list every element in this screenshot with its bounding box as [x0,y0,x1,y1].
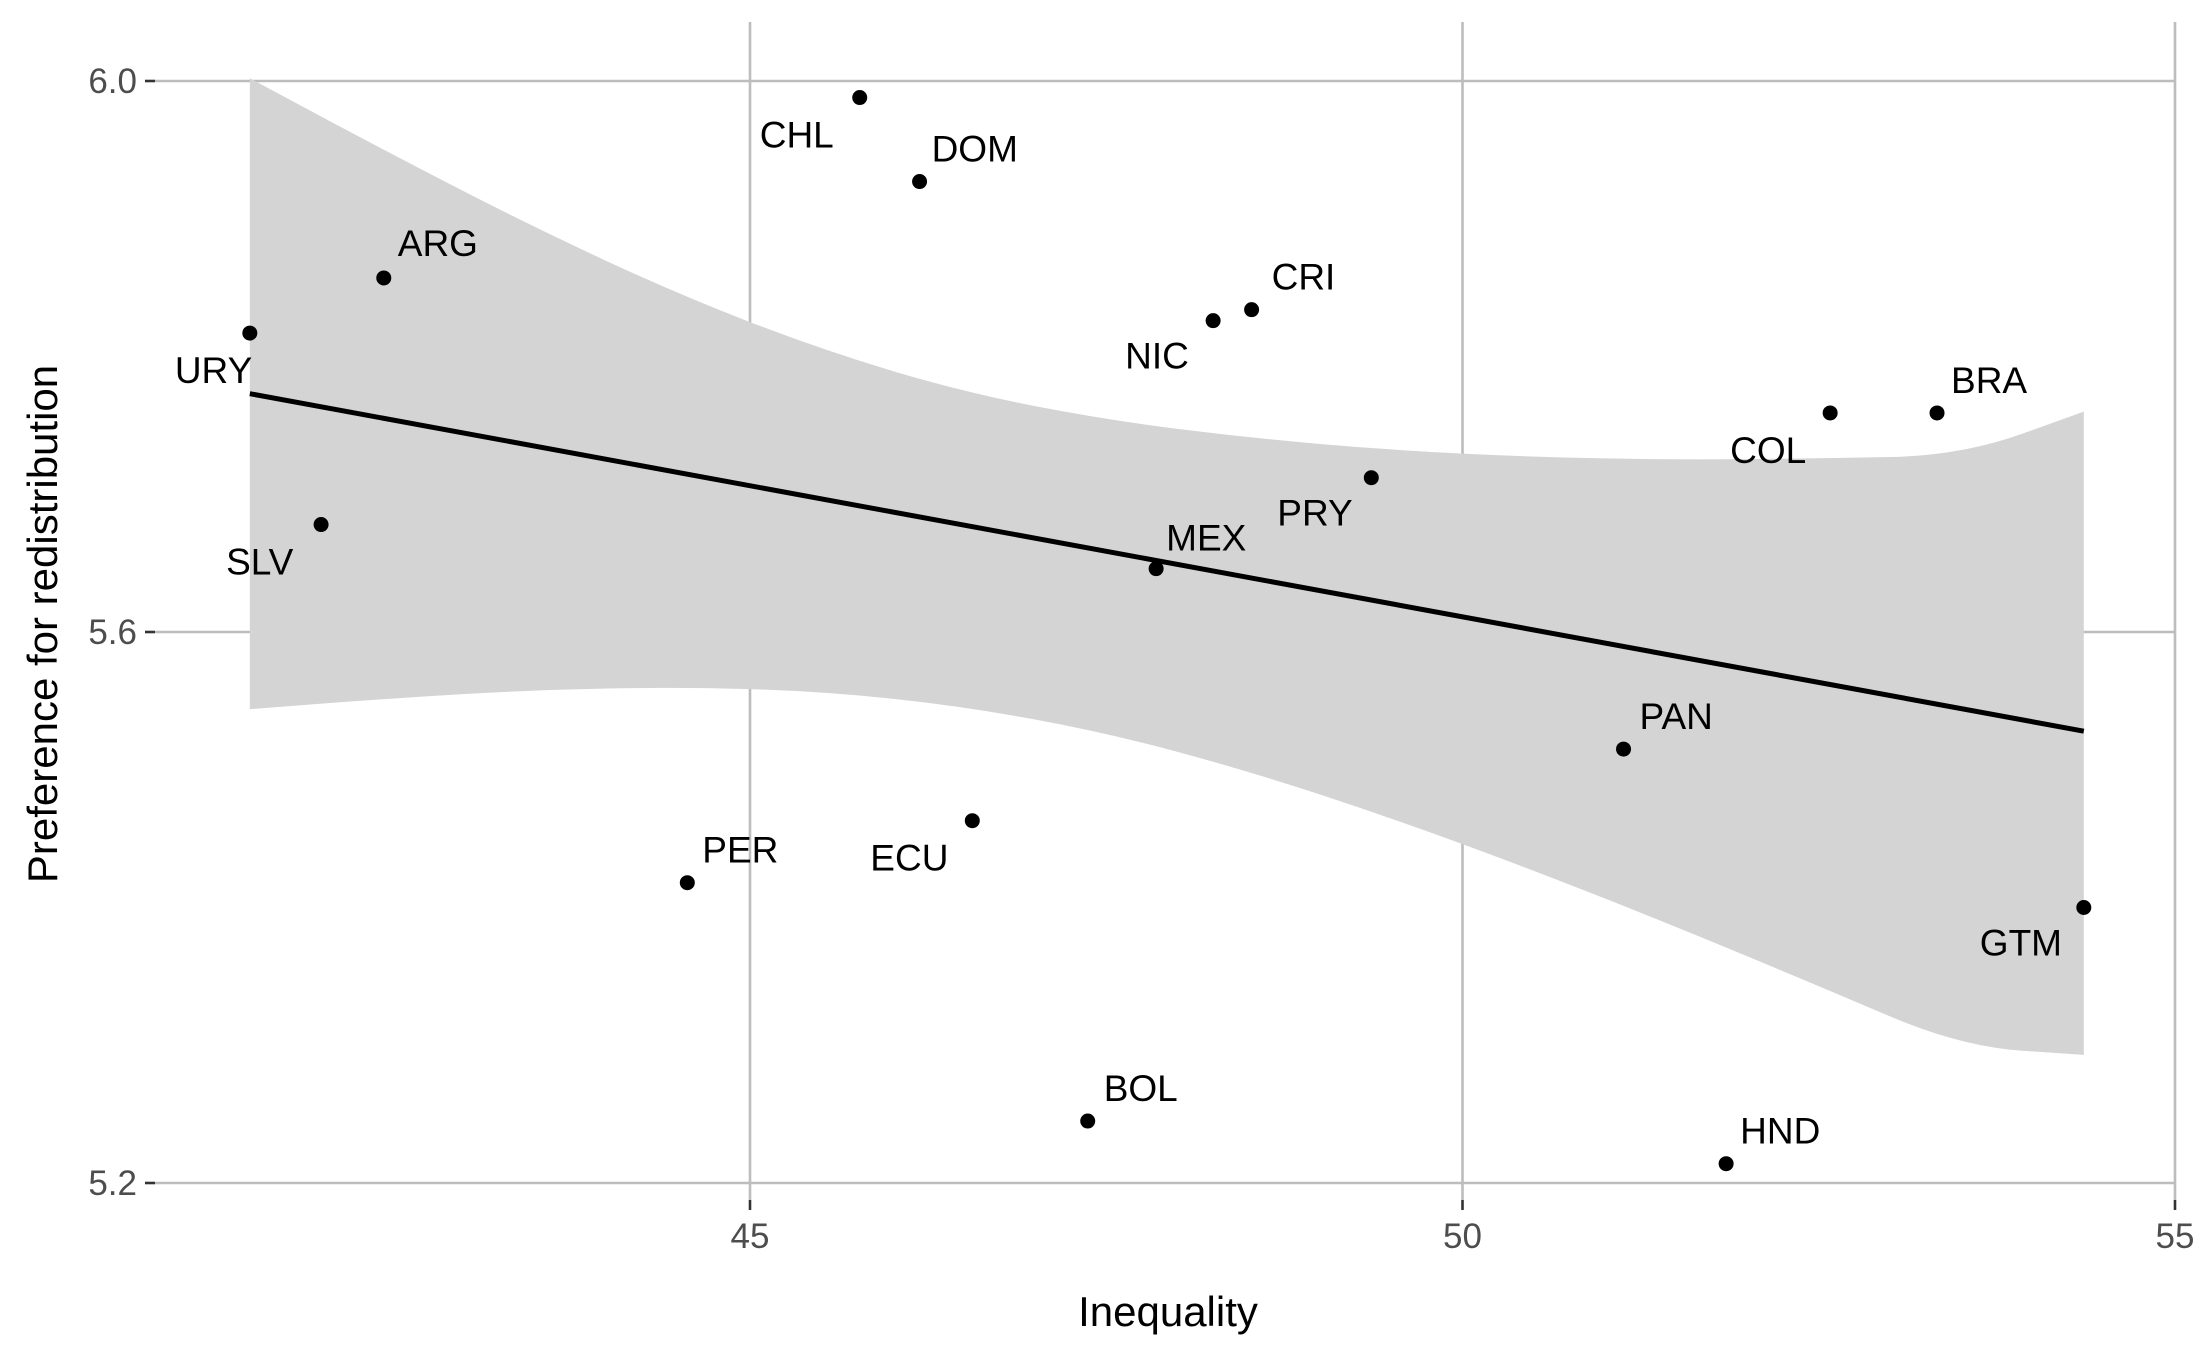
data-point [1363,470,1379,486]
point-label: URY [175,350,252,391]
point-label: DOM [932,129,1018,170]
point-label: PAN [1640,696,1713,737]
data-point [1205,313,1221,329]
data-point [912,174,928,190]
data-point [852,90,868,106]
point-label: BRA [1951,360,2027,401]
points-layer [242,90,2092,1172]
fit-line-layer [249,391,2085,734]
x-tick-label: 45 [731,1217,770,1256]
point-label: CHL [760,115,834,156]
confidence-band-layer [249,78,2084,1055]
point-label: ARG [398,223,478,264]
point-label: PER [702,830,778,871]
point-label: CRI [1272,257,1336,298]
data-point [1244,302,1260,318]
x-axis-title: Inequality [1078,1288,1258,1335]
y-axis-title: Preference for redistribution [19,365,66,883]
y-tick-label: 5.6 [88,613,137,652]
data-point [1080,1113,1096,1129]
regression-line [249,391,2085,734]
y-tick-label: 5.2 [88,1164,137,1203]
point-labels-layer: CHL DOM ARG URY CRI NIC BRA COL PRY SLV MEX PAN ECU P… [175,115,2062,1152]
point-label: NIC [1125,336,1189,377]
axes-layer: 45 50 55 5.2 5.6 6.0 [88,62,2194,1256]
confidence-band [249,78,2084,1055]
data-point [1718,1156,1734,1172]
point-label: GTM [1980,923,2062,964]
x-tick-label: 50 [1443,1217,1482,1256]
data-point [1148,561,1164,577]
point-label: MEX [1166,518,1246,559]
point-label: BOL [1104,1068,1178,1109]
point-label: COL [1730,430,1806,471]
point-label: ECU [870,838,948,879]
y-tick-label: 6.0 [88,62,137,101]
point-label: SLV [226,542,294,583]
data-point [242,325,258,341]
data-point [2076,900,2092,915]
point-label: PRY [1277,493,1352,534]
data-point [1616,741,1632,757]
data-point [964,813,980,829]
data-point [1822,405,1838,421]
x-tick-label: 55 [2156,1217,2195,1256]
data-point [679,875,695,891]
point-label: HND [1740,1111,1820,1152]
data-point [1929,405,1945,421]
data-point [376,270,392,286]
data-point [313,517,329,533]
